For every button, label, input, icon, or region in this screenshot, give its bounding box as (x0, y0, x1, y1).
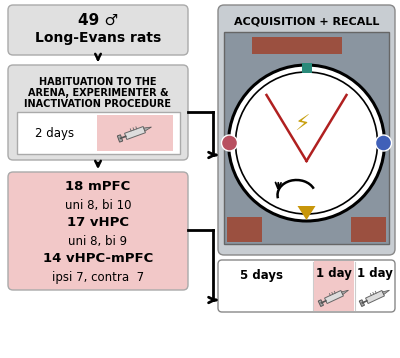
Bar (302, 63, 312, 73)
Bar (17, 112, 180, 154)
Text: 18 mPFC: 18 mPFC (65, 180, 131, 194)
Text: ipsi 7, contra  7: ipsi 7, contra 7 (52, 271, 144, 284)
Bar (97, 115, 173, 151)
Polygon shape (382, 290, 390, 295)
Text: Long-Evans rats: Long-Evans rats (35, 31, 161, 45)
Bar (252, 37, 342, 54)
Circle shape (228, 65, 384, 221)
Polygon shape (366, 290, 384, 304)
Text: 5 days: 5 days (240, 268, 282, 281)
Text: uni 8, bi 10: uni 8, bi 10 (65, 198, 131, 212)
Text: INACTIVATION PROCEDURE: INACTIVATION PROCEDURE (24, 99, 172, 109)
Polygon shape (124, 126, 146, 140)
Bar (351, 217, 386, 242)
Text: 2 days: 2 days (36, 126, 74, 140)
Polygon shape (144, 127, 152, 131)
Polygon shape (298, 206, 316, 220)
Text: ACQUISITION + RECALL: ACQUISITION + RECALL (234, 17, 379, 27)
Circle shape (376, 135, 392, 151)
Text: 1 day: 1 day (357, 266, 393, 280)
FancyBboxPatch shape (8, 5, 188, 55)
Text: 1 day: 1 day (316, 266, 352, 280)
FancyBboxPatch shape (8, 65, 188, 160)
Polygon shape (359, 300, 364, 306)
Text: HABITUATION TO THE: HABITUATION TO THE (39, 77, 157, 87)
FancyBboxPatch shape (218, 5, 395, 255)
Text: ⚡: ⚡ (294, 115, 309, 135)
Polygon shape (117, 135, 123, 142)
Text: ARENA, EXPERIMENTER &: ARENA, EXPERIMENTER & (28, 88, 168, 98)
Circle shape (222, 135, 238, 151)
Bar (314, 261, 354, 311)
Text: 17 vHPC: 17 vHPC (67, 217, 129, 229)
Polygon shape (342, 290, 348, 295)
Text: 14 vHPC-mPFC: 14 vHPC-mPFC (43, 252, 153, 266)
Text: uni 8, bi 9: uni 8, bi 9 (68, 234, 128, 247)
Bar (227, 217, 262, 242)
Text: 49 ♂: 49 ♂ (78, 13, 118, 28)
Circle shape (236, 72, 378, 214)
FancyBboxPatch shape (218, 260, 395, 312)
Bar (224, 32, 389, 244)
Polygon shape (318, 300, 324, 306)
FancyBboxPatch shape (8, 172, 188, 290)
Polygon shape (324, 290, 344, 304)
